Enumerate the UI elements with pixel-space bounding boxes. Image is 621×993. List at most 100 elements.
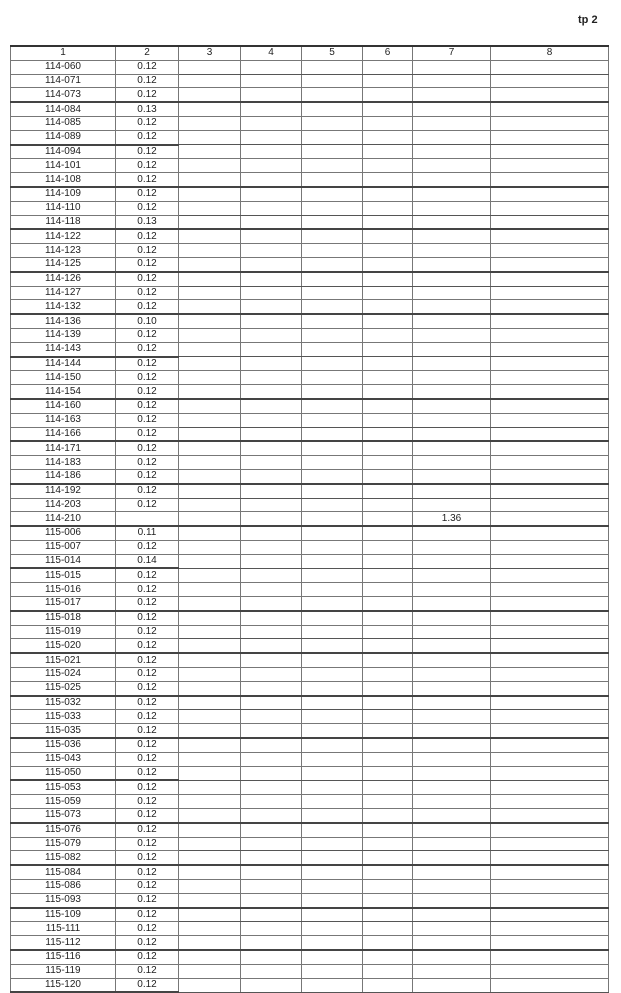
cell-col-6 bbox=[362, 129, 413, 146]
cell-col-3 bbox=[178, 59, 241, 75]
cell-col-1: 114-210 bbox=[10, 511, 116, 528]
cell-col-5 bbox=[301, 200, 363, 216]
cell-col-4 bbox=[240, 836, 302, 852]
table-row: 114-166 0.12 bbox=[10, 426, 609, 443]
cell-col-8 bbox=[490, 313, 609, 329]
cell-col-2: 0.12 bbox=[115, 935, 179, 952]
column-header-3: 3 bbox=[178, 44, 241, 61]
cell-col-1: 114-125 bbox=[10, 256, 116, 273]
cell-col-5 bbox=[301, 370, 363, 386]
cell-col-6 bbox=[362, 553, 413, 569]
cell-col-2: 0.12 bbox=[115, 59, 179, 75]
cell-col-4 bbox=[240, 214, 302, 231]
cell-col-2: 0.12 bbox=[115, 737, 179, 753]
table-row: 114-084 0.13 bbox=[10, 101, 609, 117]
cell-col-1: 115-120 bbox=[10, 977, 116, 993]
cell-col-1: 114-127 bbox=[10, 285, 116, 301]
cell-col-8 bbox=[490, 624, 609, 640]
cell-col-2: 0.12 bbox=[115, 299, 179, 316]
cell-col-7 bbox=[412, 808, 491, 824]
cell-col-1: 115-116 bbox=[10, 949, 116, 965]
cell-col-2: 0.12 bbox=[115, 271, 179, 287]
cell-col-8 bbox=[490, 158, 609, 174]
cell-col-7: 1.36 bbox=[412, 511, 491, 528]
cell-col-6 bbox=[362, 313, 413, 329]
cell-col-7 bbox=[412, 680, 491, 697]
cell-col-8 bbox=[490, 765, 609, 781]
cell-col-8 bbox=[490, 822, 609, 838]
cell-col-8 bbox=[490, 709, 609, 725]
cell-col-2: 0.12 bbox=[115, 836, 179, 852]
table-row: 114-085 0.12 bbox=[10, 115, 609, 131]
cell-col-6 bbox=[362, 610, 413, 626]
column-header-2: 2 bbox=[115, 44, 179, 61]
table-row: 114-210 1.36 bbox=[10, 511, 609, 528]
cell-col-7 bbox=[412, 455, 491, 470]
cell-col-3 bbox=[178, 921, 241, 937]
cell-col-6 bbox=[362, 850, 413, 867]
cell-col-7 bbox=[412, 652, 491, 669]
cell-col-4 bbox=[240, 158, 302, 174]
table-row: 115-043 0.12 bbox=[10, 751, 609, 767]
cell-col-8 bbox=[490, 271, 609, 287]
cell-col-1: 114-071 bbox=[10, 73, 116, 89]
cell-col-8 bbox=[490, 412, 609, 428]
cell-col-8 bbox=[490, 228, 609, 245]
cell-col-3 bbox=[178, 822, 241, 838]
cell-col-8 bbox=[490, 850, 609, 867]
cell-col-8 bbox=[490, 963, 609, 979]
cell-col-6 bbox=[362, 440, 413, 457]
cell-col-4 bbox=[240, 667, 302, 682]
cell-col-3 bbox=[178, 200, 241, 216]
cell-col-6 bbox=[362, 596, 413, 612]
cell-col-8 bbox=[490, 186, 609, 202]
cell-col-1: 114-085 bbox=[10, 115, 116, 131]
cell-col-4 bbox=[240, 822, 302, 838]
cell-col-5 bbox=[301, 779, 363, 796]
table-row: 115-084 0.12 bbox=[10, 864, 609, 881]
cell-col-4 bbox=[240, 680, 302, 697]
cell-col-2: 0.12 bbox=[115, 822, 179, 838]
cell-col-1: 114-166 bbox=[10, 426, 116, 443]
cell-col-3 bbox=[178, 667, 241, 682]
cell-col-5 bbox=[301, 737, 363, 753]
cell-col-1: 115-059 bbox=[10, 794, 116, 810]
cell-col-2: 0.12 bbox=[115, 243, 179, 258]
cell-col-5 bbox=[301, 299, 363, 316]
cell-col-4 bbox=[240, 384, 302, 400]
cell-col-3 bbox=[178, 384, 241, 400]
cell-col-3 bbox=[178, 455, 241, 470]
cell-col-5 bbox=[301, 695, 363, 711]
table-row: 114-186 0.12 bbox=[10, 468, 609, 485]
cell-col-5 bbox=[301, 864, 363, 881]
cell-col-6 bbox=[362, 879, 413, 894]
cell-col-7 bbox=[412, 596, 491, 612]
cell-col-7 bbox=[412, 582, 491, 598]
cell-col-3 bbox=[178, 172, 241, 188]
cell-col-1: 115-119 bbox=[10, 963, 116, 979]
cell-col-2: 0.12 bbox=[115, 949, 179, 965]
cell-col-1: 115-112 bbox=[10, 935, 116, 952]
cell-col-6 bbox=[362, 709, 413, 725]
cell-col-4 bbox=[240, 539, 302, 555]
cell-col-5 bbox=[301, 285, 363, 301]
cell-col-1: 114-084 bbox=[10, 101, 116, 117]
cell-col-5 bbox=[301, 129, 363, 146]
cell-col-2: 0.12 bbox=[115, 87, 179, 104]
cell-col-2: 0.12 bbox=[115, 751, 179, 767]
cell-col-1: 114-089 bbox=[10, 129, 116, 146]
cell-col-6 bbox=[362, 525, 413, 541]
cell-col-7 bbox=[412, 186, 491, 202]
cell-col-3 bbox=[178, 327, 241, 343]
cell-col-1: 115-033 bbox=[10, 709, 116, 725]
cell-col-1: 115-050 bbox=[10, 765, 116, 782]
cell-col-1: 114-073 bbox=[10, 87, 116, 104]
cell-col-4 bbox=[240, 864, 302, 881]
cell-col-3 bbox=[178, 186, 241, 202]
cell-col-3 bbox=[178, 864, 241, 881]
cell-col-8 bbox=[490, 370, 609, 386]
cell-col-6 bbox=[362, 271, 413, 287]
cell-col-1: 114-186 bbox=[10, 468, 116, 485]
cell-col-4 bbox=[240, 271, 302, 287]
table-row: 115-014 0.14 bbox=[10, 553, 609, 570]
